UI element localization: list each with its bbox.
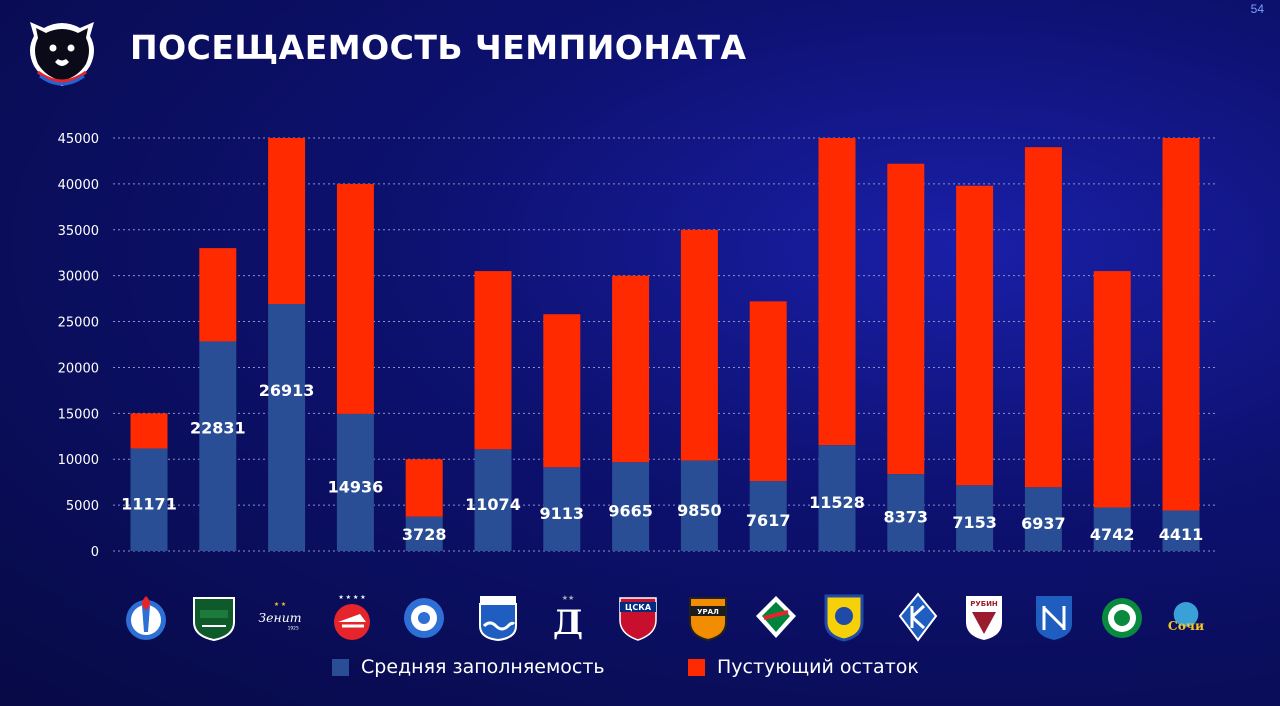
fakel-logo-icon	[126, 596, 166, 640]
dynamo-logo-icon: ★★ Д	[553, 594, 583, 642]
zenit-logo-icon: ★ ★ Зенит 1925	[258, 601, 301, 631]
y-tick-label: 15000	[58, 407, 99, 422]
bar-data-label: 22831	[190, 418, 246, 437]
krasnodar-logo-icon	[193, 597, 235, 642]
lokomotiv-logo-icon	[756, 596, 796, 638]
bar-empty-remainder	[818, 138, 856, 446]
y-tick-label: 0	[91, 545, 99, 560]
bar-average-attendance	[1162, 510, 1200, 551]
bar-empty-remainder	[543, 314, 581, 468]
bar-average-attendance	[680, 460, 718, 551]
sochi-logo-icon: Сочи	[1168, 602, 1204, 633]
bar-data-label: 7153	[952, 513, 997, 532]
bar-data-label: 4411	[1159, 525, 1204, 544]
bar-data-label: 11528	[809, 493, 865, 512]
bar-data-label: 26913	[259, 381, 315, 400]
akhmat-logo-icon	[1102, 598, 1142, 638]
bar-data-label: 7617	[746, 511, 791, 530]
legend-item-empty: Пустующий остаток	[688, 656, 919, 678]
y-tick-label: 35000	[58, 224, 99, 239]
bar-empty-remainder	[612, 275, 650, 463]
bar-data-label: 4742	[1090, 525, 1135, 544]
krylia-sovetov-logo-icon	[898, 592, 938, 642]
svg-text:РУБИН: РУБИН	[970, 600, 998, 608]
bar-average-attendance	[268, 303, 306, 551]
bar-empty-remainder	[199, 248, 237, 342]
y-tick-label: 25000	[58, 316, 99, 331]
chart-legend: Средняя заполняемость Пустующий остаток	[0, 656, 1280, 680]
bar-average-attendance	[749, 481, 787, 551]
rostov-logo-icon	[824, 594, 864, 642]
bar-data-label: 9113	[540, 504, 585, 523]
bar-average-attendance	[130, 448, 168, 551]
bar-data-label: 8373	[884, 508, 929, 527]
svg-text:Зенит: Зенит	[258, 610, 301, 625]
bar-empty-remainder	[336, 183, 374, 414]
bar-empty-remainder	[1024, 147, 1062, 488]
bar-average-attendance	[543, 467, 581, 551]
spartak-logo-icon: ★ ★ ★ ★	[334, 594, 370, 640]
bar-data-label: 6937	[1021, 514, 1066, 533]
bar-average-attendance	[199, 341, 237, 551]
legend-label-attendance: Средняя заполняемость	[361, 656, 605, 678]
y-tick-label: 20000	[58, 361, 99, 376]
bar-empty-remainder	[1093, 271, 1131, 508]
bar-empty-remainder	[680, 229, 718, 461]
bar-average-attendance	[405, 516, 443, 551]
bar-average-attendance	[612, 462, 650, 551]
svg-text:Сочи: Сочи	[1168, 618, 1204, 633]
bar-average-attendance	[887, 474, 925, 551]
y-tick-label: 30000	[58, 270, 99, 285]
orenburg-logo-icon	[404, 598, 444, 638]
legend-item-attendance: Средняя заполняемость	[332, 656, 605, 678]
legend-swatch-attendance	[332, 658, 349, 676]
bar-empty-remainder	[474, 271, 512, 450]
bar-average-attendance	[336, 413, 374, 551]
bar-average-attendance	[474, 449, 512, 551]
svg-text:ЦСКА: ЦСКА	[625, 603, 652, 612]
y-tick-label: 10000	[58, 453, 99, 468]
y-tick-label: 40000	[58, 178, 99, 193]
bar-empty-remainder	[749, 301, 787, 482]
rubin-logo-icon: РУБИН	[966, 596, 1002, 640]
bar-data-label: 11074	[465, 495, 521, 514]
rpl-bear-logo-icon	[30, 22, 94, 86]
pari-nn-logo-icon	[1036, 596, 1072, 640]
bar-empty-remainder	[887, 163, 925, 475]
bar-average-attendance	[956, 485, 994, 551]
cska-logo-icon: ЦСКА	[619, 597, 657, 641]
bar-empty-remainder	[268, 138, 306, 304]
legend-label-empty: Пустующий остаток	[717, 656, 919, 678]
svg-text:★ ★ ★ ★: ★ ★ ★ ★	[338, 594, 365, 601]
svg-text:УРАЛ: УРАЛ	[697, 608, 719, 616]
bar-empty-remainder	[130, 413, 168, 449]
bar-empty-remainder	[956, 185, 994, 486]
bar-data-label: 9850	[677, 501, 722, 520]
bar-average-attendance	[1093, 507, 1131, 551]
bar-empty-remainder	[405, 459, 443, 517]
svg-text:1925: 1925	[288, 625, 299, 631]
svg-text:★ ★: ★ ★	[274, 601, 286, 608]
bar-data-label: 3728	[402, 525, 447, 544]
bar-data-label: 11171	[121, 495, 177, 514]
bar-average-attendance	[818, 445, 856, 551]
ural-logo-icon: УРАЛ	[689, 597, 727, 642]
svg-text:★★: ★★	[562, 594, 575, 602]
bar-empty-remainder	[1162, 138, 1200, 511]
page-number: 54	[1250, 2, 1264, 16]
page-title: ПОСЕЩАЕМОСТЬ ЧЕМПИОНАТА	[130, 28, 747, 67]
bar-data-label: 14936	[328, 477, 384, 496]
y-tick-label: 5000	[66, 499, 99, 514]
svg-text:Д: Д	[553, 603, 583, 642]
bar-average-attendance	[1024, 487, 1062, 551]
y-tick-label: 45000	[58, 132, 99, 147]
bar-data-label: 9665	[608, 502, 653, 521]
legend-swatch-empty	[688, 658, 705, 676]
baltika-logo-icon	[479, 596, 517, 642]
